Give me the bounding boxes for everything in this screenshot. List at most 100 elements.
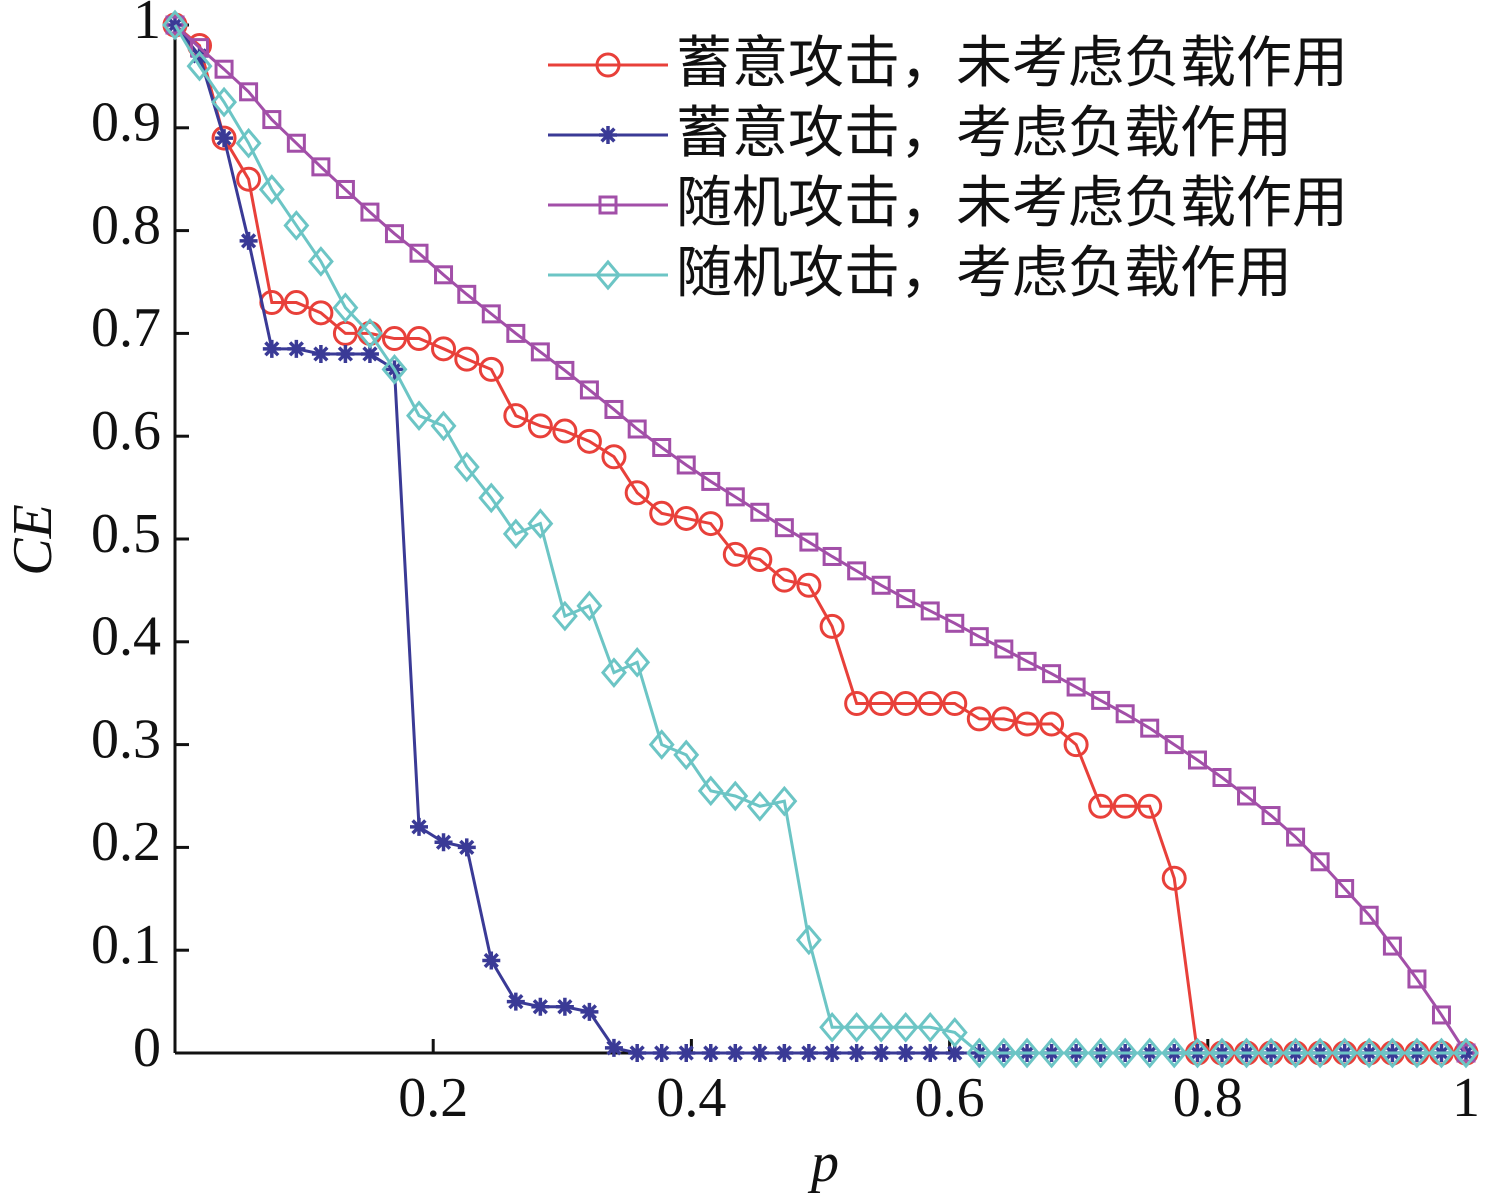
marker — [307, 246, 334, 277]
marker — [356, 318, 383, 349]
marker — [1164, 735, 1184, 755]
marker — [311, 157, 331, 177]
y-tick-label: 0.9 — [91, 92, 161, 154]
marker — [215, 129, 234, 148]
marker — [531, 997, 550, 1016]
marker — [555, 360, 575, 380]
marker — [1112, 1037, 1139, 1069]
marker — [360, 344, 379, 363]
marker — [1088, 793, 1114, 819]
marker — [945, 613, 965, 633]
marker — [453, 451, 480, 483]
marker — [892, 1011, 919, 1043]
marker — [676, 455, 696, 475]
y-tick-label: 0.8 — [91, 194, 161, 256]
marker — [599, 126, 617, 144]
marker — [847, 561, 867, 581]
marker — [1014, 711, 1040, 737]
marker — [360, 202, 380, 222]
y-tick-label: 0.1 — [91, 914, 161, 976]
marker — [701, 471, 721, 491]
marker — [677, 1044, 696, 1062]
marker — [1187, 750, 1207, 770]
marker — [726, 1044, 745, 1062]
marker — [239, 231, 258, 250]
legend-label: 蓄意攻击，考虑负载作用 — [676, 103, 1292, 165]
marker — [1407, 969, 1427, 989]
marker — [872, 1044, 891, 1062]
marker — [186, 50, 213, 82]
marker — [701, 1044, 720, 1062]
marker — [1039, 711, 1065, 737]
marker — [941, 1017, 968, 1048]
marker — [258, 174, 285, 205]
marker — [1115, 704, 1135, 724]
marker — [698, 511, 724, 537]
marker — [722, 780, 749, 812]
marker — [406, 400, 432, 431]
legend-label: 随机攻击，考虑负载作用 — [676, 243, 1292, 305]
marker — [286, 133, 306, 153]
y-tick-label: 0 — [133, 1017, 161, 1079]
marker — [871, 575, 891, 595]
x-tick-label: 0.8 — [1173, 1067, 1243, 1129]
marker — [165, 15, 185, 35]
marker — [579, 380, 599, 400]
marker — [482, 951, 501, 970]
marker — [991, 706, 1017, 732]
marker — [1261, 806, 1281, 826]
marker — [1431, 1005, 1451, 1025]
marker — [530, 342, 550, 362]
marker — [627, 419, 647, 439]
y-tick-label: 0.7 — [91, 297, 161, 359]
marker — [725, 487, 745, 507]
marker — [506, 323, 526, 343]
x-tick-label: 0.4 — [656, 1067, 726, 1129]
marker — [652, 438, 672, 458]
marker — [917, 1011, 944, 1043]
marker — [1307, 1037, 1334, 1069]
marker — [1161, 1037, 1188, 1069]
marker — [1137, 793, 1163, 819]
marker — [431, 336, 457, 362]
marker — [457, 838, 476, 857]
marker — [1042, 664, 1062, 684]
marker — [430, 410, 457, 442]
marker — [774, 518, 794, 538]
marker — [287, 339, 306, 358]
marker — [796, 572, 822, 598]
marker — [308, 300, 334, 326]
marker — [162, 9, 188, 41]
marker — [799, 532, 819, 552]
y-tick-label: 0.5 — [91, 503, 161, 565]
marker — [822, 546, 842, 566]
marker — [595, 52, 621, 78]
marker — [1428, 1037, 1455, 1069]
marker — [551, 600, 578, 632]
marker — [966, 1037, 993, 1069]
marker — [990, 1037, 1017, 1069]
marker — [576, 428, 602, 454]
marker — [697, 775, 724, 807]
marker — [335, 179, 355, 199]
marker — [750, 1044, 769, 1062]
marker — [1356, 1037, 1383, 1069]
marker — [896, 589, 916, 609]
marker — [211, 86, 238, 118]
marker — [920, 601, 940, 621]
marker — [868, 690, 894, 716]
marker — [481, 304, 501, 324]
marker — [478, 356, 504, 382]
marker — [262, 339, 281, 358]
y-tick-label: 0.4 — [91, 606, 161, 668]
marker — [283, 210, 310, 241]
marker — [1282, 1037, 1309, 1069]
marker — [747, 547, 773, 573]
marker — [457, 284, 477, 304]
marker — [942, 690, 968, 716]
marker — [604, 399, 624, 419]
x-tick-label: 0.2 — [398, 1067, 468, 1129]
marker — [1209, 1037, 1235, 1069]
marker — [1453, 1037, 1479, 1069]
marker — [527, 413, 553, 439]
